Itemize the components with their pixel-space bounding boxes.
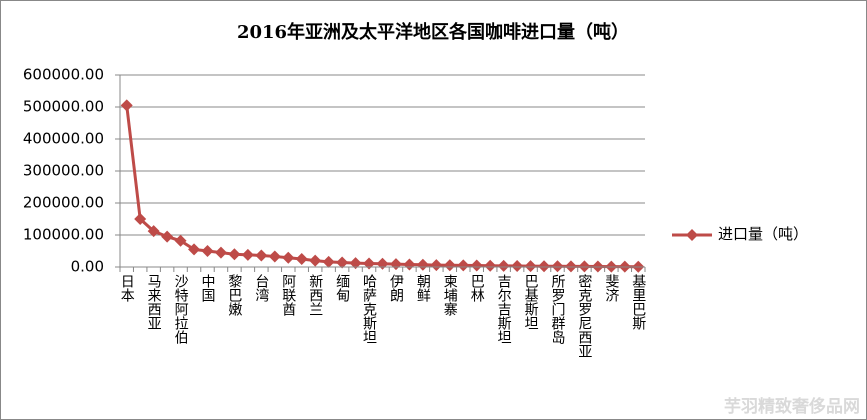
x-tick-label: 柬埔寨 (442, 274, 458, 316)
marker (295, 253, 308, 265)
marker (457, 259, 470, 272)
marker (174, 234, 187, 247)
x-tick-label: 所罗门群岛 (550, 274, 566, 344)
x-tick-label: 日本 (119, 274, 135, 302)
x-tick-label: 马来西亚 (146, 274, 162, 330)
x-tick-label: 黎巴嫩 (226, 274, 242, 316)
y-tick-label: 300000.00 (23, 162, 104, 180)
watermark: 芋羽精致奢侈品网 (724, 396, 860, 417)
marker (255, 249, 268, 262)
marker (551, 260, 564, 273)
legend-marker (686, 229, 698, 241)
marker (349, 257, 362, 270)
x-tick-label: 缅甸 (334, 274, 350, 303)
legend-label: 进口量（吨） (718, 225, 808, 243)
y-tick-label: 200000.00 (23, 194, 104, 212)
y-tick-label: 500000.00 (23, 98, 104, 116)
marker (120, 99, 133, 112)
x-tick-label: 吉尔吉斯坦 (496, 274, 512, 344)
x-tick-label: 密克罗尼西亚 (576, 273, 592, 358)
marker (134, 213, 147, 225)
marker (322, 255, 335, 268)
marker (282, 251, 295, 264)
x-tick-label: 沙特阿拉伯 (173, 274, 189, 344)
x-tick-label: 台湾 (253, 274, 269, 302)
marker (336, 256, 349, 269)
x-tick-label: 基里巴斯 (630, 273, 646, 331)
marker (147, 225, 160, 238)
marker (161, 230, 174, 243)
marker (564, 260, 577, 273)
y-tick-label: 600000.00 (23, 66, 104, 84)
marker (470, 259, 483, 272)
marker (443, 259, 456, 272)
marker (268, 250, 281, 263)
marker (228, 248, 241, 261)
marker (497, 259, 510, 272)
marker (241, 248, 254, 261)
marker (484, 259, 497, 272)
y-tick-label: 400000.00 (23, 130, 104, 148)
marker (416, 258, 429, 271)
x-tick-label: 新西兰 (307, 274, 323, 316)
marker (511, 260, 524, 273)
x-tick-label: 哈萨克斯坦 (361, 274, 377, 344)
x-tick-label: 斐济 (603, 274, 619, 302)
y-tick-label: 100000.00 (23, 226, 104, 244)
y-tick-label: 0.00 (71, 258, 104, 276)
marker (214, 246, 227, 259)
x-tick-label: 中国 (200, 274, 216, 302)
marker (363, 257, 376, 270)
x-tick-label: 阿联酋 (280, 274, 296, 316)
marker (201, 245, 214, 257)
chart-title: 2016年亚洲及太平洋地区各国咖啡进口量（吨） (237, 21, 629, 43)
x-tick-label: 巴林 (469, 274, 485, 302)
marker (430, 259, 443, 272)
marker (524, 260, 537, 273)
marker (188, 243, 201, 256)
marker (538, 260, 551, 273)
x-tick-label: 朝鲜 (415, 274, 431, 302)
x-tick-label: 巴基斯坦 (523, 274, 539, 330)
x-tick-label: 伊朗 (388, 274, 404, 303)
marker (578, 260, 591, 273)
marker (309, 254, 322, 267)
